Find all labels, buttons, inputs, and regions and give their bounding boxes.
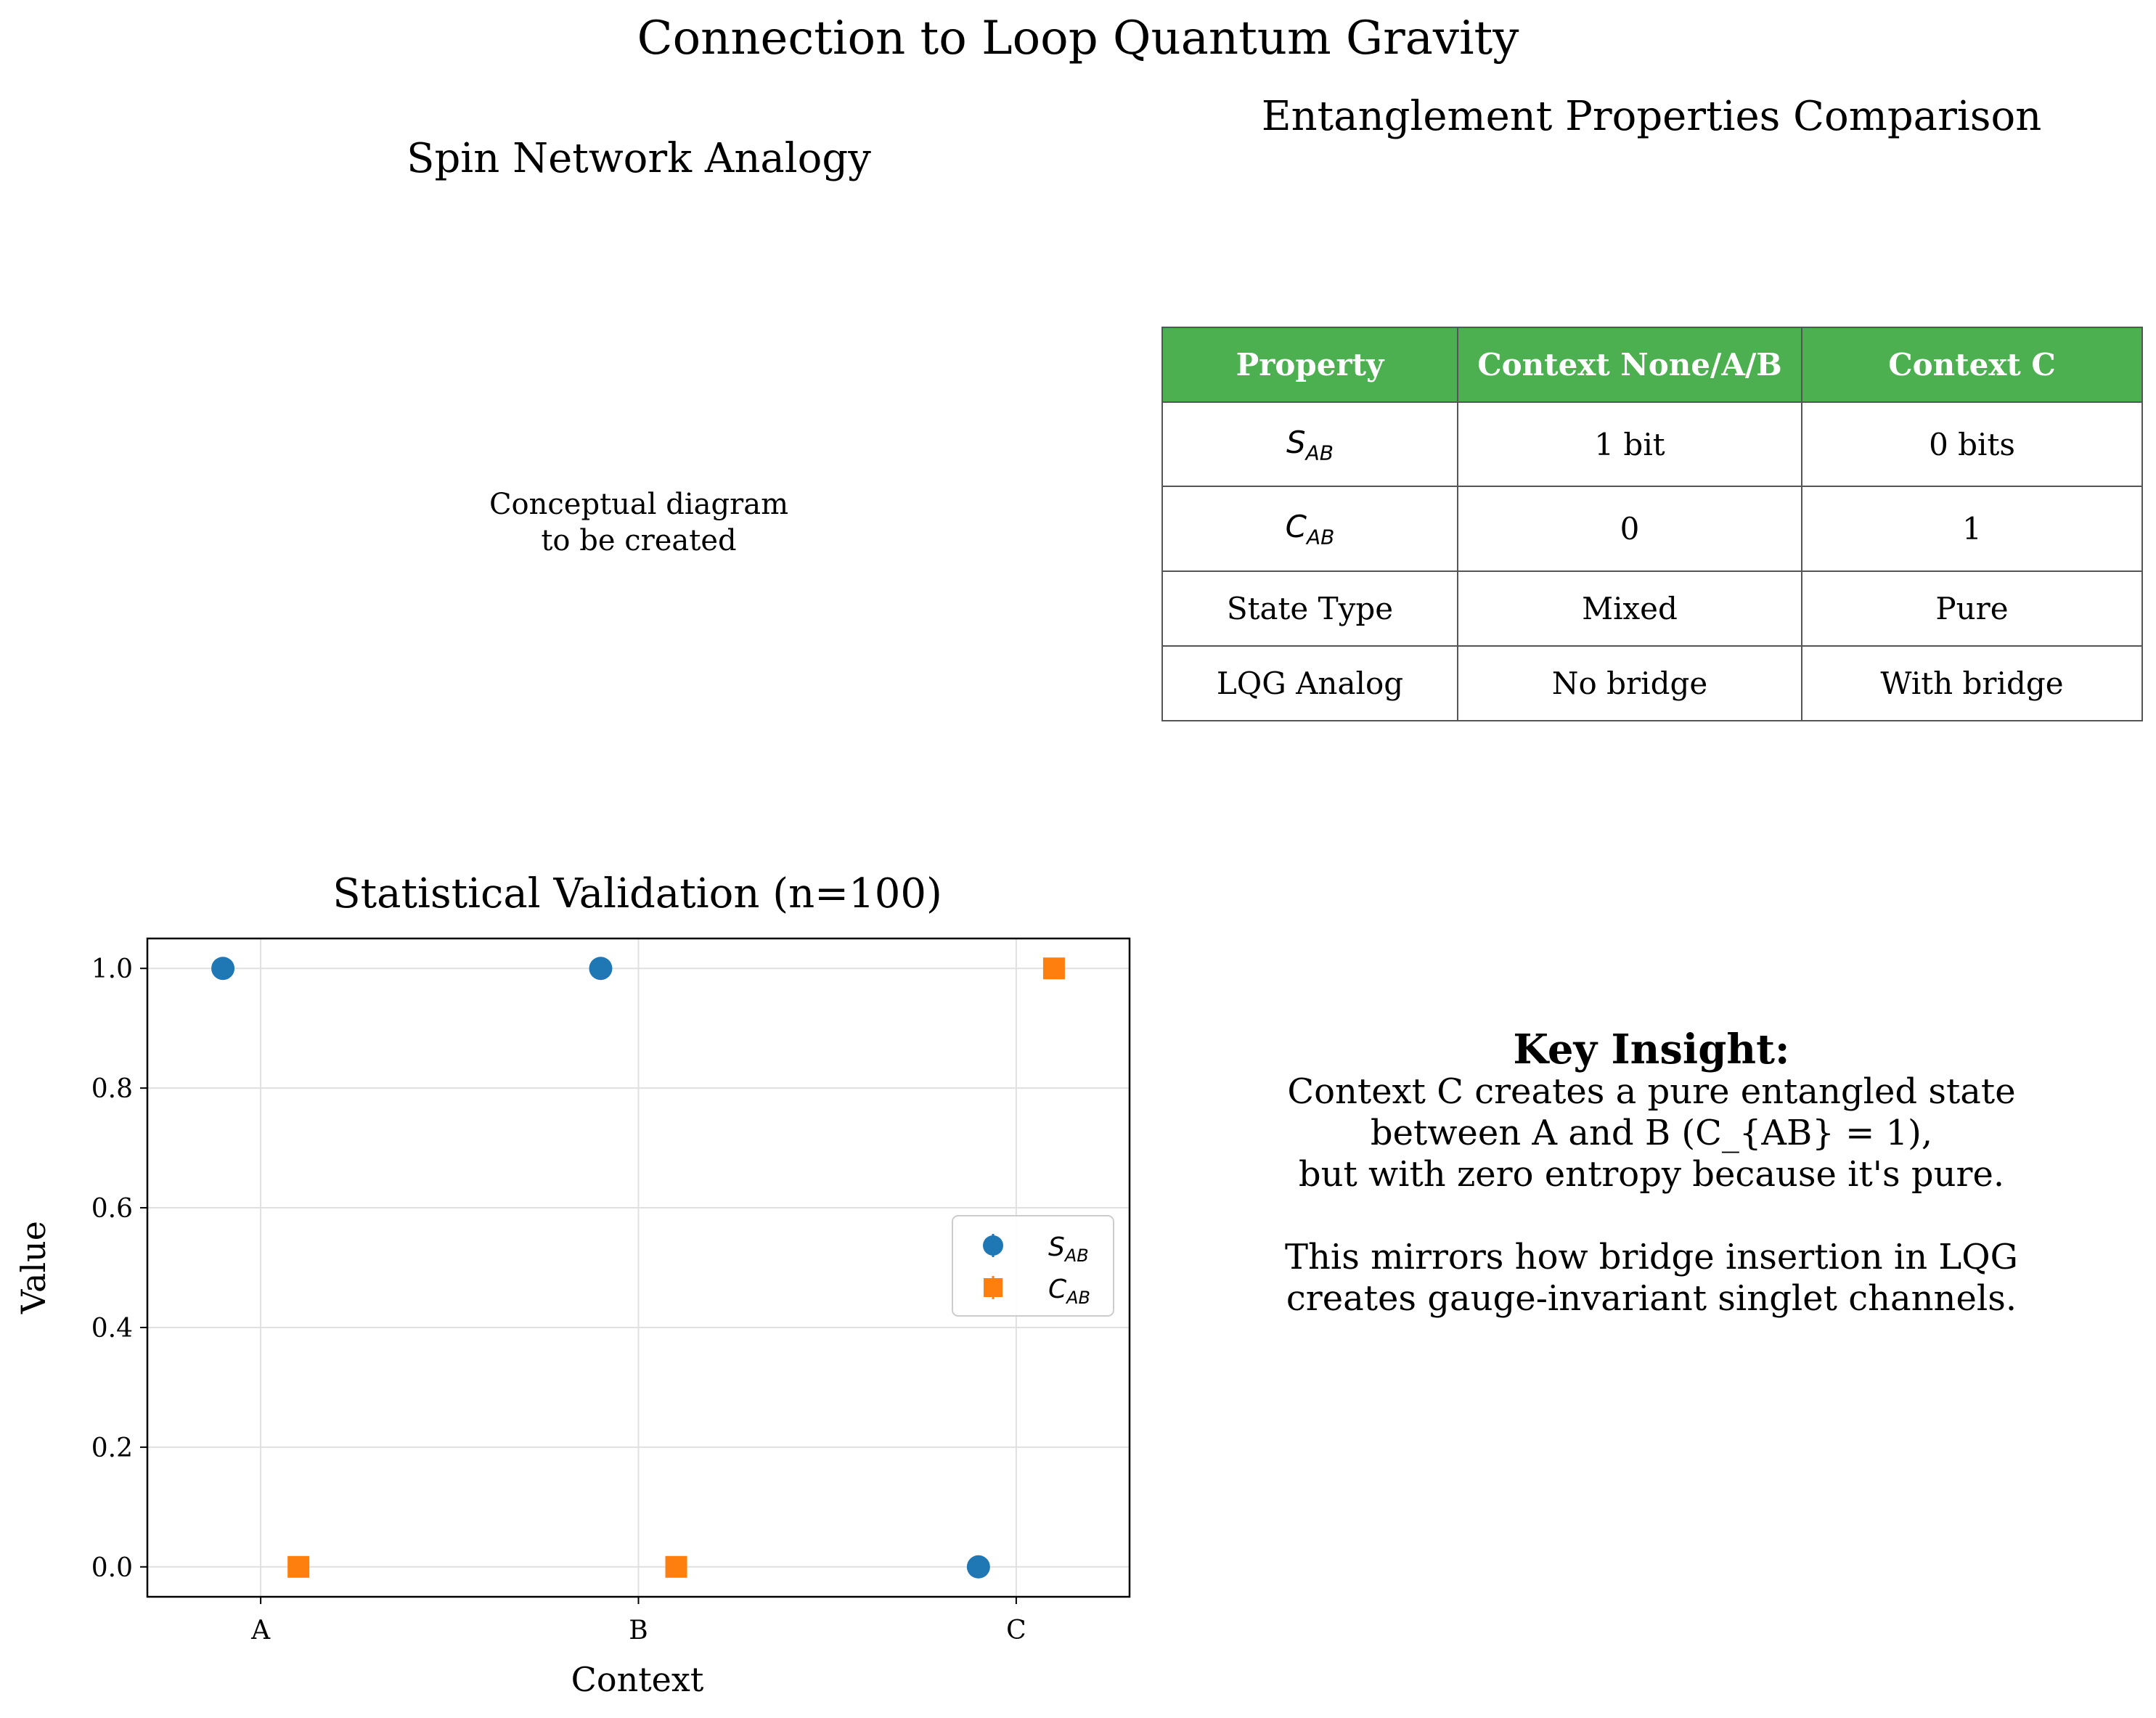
table-cell-property: SAB — [1161, 401, 1458, 488]
key-insight-line: creates gauge-invariant singlet channels… — [1286, 1278, 2017, 1319]
key-insight-line: but with zero entropy because it's pure. — [1298, 1154, 2005, 1195]
placeholder-line: to be created — [541, 524, 737, 557]
table-cell-property: LQG Analog — [1161, 645, 1458, 722]
symbol-c: C — [1285, 508, 1307, 544]
axis-ticks: 0.0 0.2 0.4 0.6 0.8 1.0 A B C — [91, 954, 1026, 1645]
table-cell: 0 bits — [1801, 401, 2143, 488]
y-tick-label: 0.6 — [91, 1194, 133, 1224]
legend-label-s-ab: SAB — [1048, 1232, 1089, 1266]
legend: SAB CAB — [952, 1215, 1114, 1317]
table-row: State Type Mixed Pure — [1161, 570, 2143, 647]
legend-marker-c-ab — [984, 1278, 1003, 1297]
key-insight-line — [1191, 1195, 2112, 1237]
y-tick-label: 1.0 — [91, 954, 133, 984]
data-point-c-ab — [665, 1555, 687, 1578]
data-point-s-ab — [211, 957, 235, 981]
table-header-cell: Property — [1161, 326, 1458, 404]
subscript-ab: AB — [1306, 525, 1335, 549]
table-cell: 0 — [1457, 486, 1802, 572]
legend-marker-s-ab — [983, 1235, 1003, 1256]
table-header-row: Property Context None/A/B Context C — [1161, 326, 2143, 404]
key-insight-line: between A and B (C_{AB} = 1), — [1370, 1113, 1933, 1153]
y-tick-label: 0.0 — [91, 1553, 133, 1583]
table-row: CAB 0 1 — [1161, 486, 2143, 572]
placeholder-line: Conceptual diagram — [489, 488, 789, 521]
key-insight-line: This mirrors how bridge insertion in LQG — [1284, 1237, 2018, 1277]
table-cell-property: CAB — [1161, 486, 1458, 572]
table-cell: Pure — [1801, 570, 2143, 647]
chart-title: Statistical Validation (n=100) — [332, 870, 942, 917]
table-title: Entanglement Properties Comparison — [1261, 93, 2042, 140]
x-tick-label: C — [1006, 1616, 1026, 1645]
spin-network-placeholder: Conceptual diagram to be created — [407, 486, 871, 559]
entanglement-properties-table: Property Context None/A/B Context C SAB … — [1161, 326, 2143, 722]
table-cell: Mixed — [1457, 570, 1802, 647]
table-row: LQG Analog No bridge With bridge — [1161, 645, 2143, 722]
statistical-validation-chart: Statistical Validation (n=100) 0.0 0.2 0.4… — [14, 870, 1131, 1699]
subscript-ab: AB — [1305, 440, 1334, 465]
key-insight-title: Key Insight: — [1513, 1026, 1790, 1073]
data-point-c-ab — [1042, 957, 1065, 980]
table-header-cell: Context C — [1801, 326, 2143, 404]
key-insight: Key Insight: Context C creates a pure en… — [1191, 1028, 2112, 1320]
table-cell: With bridge — [1801, 645, 2143, 722]
data-point-s-ab — [966, 1555, 990, 1579]
y-tick-label: 0.8 — [91, 1074, 133, 1104]
y-tick-label: 0.4 — [91, 1314, 133, 1343]
x-axis-label: Context — [571, 1660, 704, 1699]
x-tick-label: A — [250, 1616, 271, 1645]
figure-title: Connection to Loop Quantum Gravity — [637, 12, 1519, 65]
y-tick-label: 0.2 — [91, 1433, 133, 1463]
x-tick-label: B — [629, 1616, 648, 1645]
table-cell: No bridge — [1457, 645, 1802, 722]
y-axis-label: Value — [14, 1221, 53, 1314]
data-point-s-ab — [589, 957, 613, 981]
table-cell-property: State Type — [1161, 570, 1458, 647]
table-row: SAB 1 bit 0 bits — [1161, 401, 2143, 488]
key-insight-line: Context C creates a pure entangled state — [1287, 1071, 2016, 1112]
legend-label-c-ab: CAB — [1048, 1275, 1090, 1308]
data-point-c-ab — [287, 1555, 310, 1578]
spin-network-title: Spin Network Analogy — [407, 135, 871, 182]
table-header-cell: Context None/A/B — [1457, 326, 1802, 404]
table-cell: 1 — [1801, 486, 2143, 572]
symbol-s: S — [1286, 424, 1306, 460]
data-marks — [211, 957, 1065, 1579]
table-cell: 1 bit — [1457, 401, 1802, 488]
